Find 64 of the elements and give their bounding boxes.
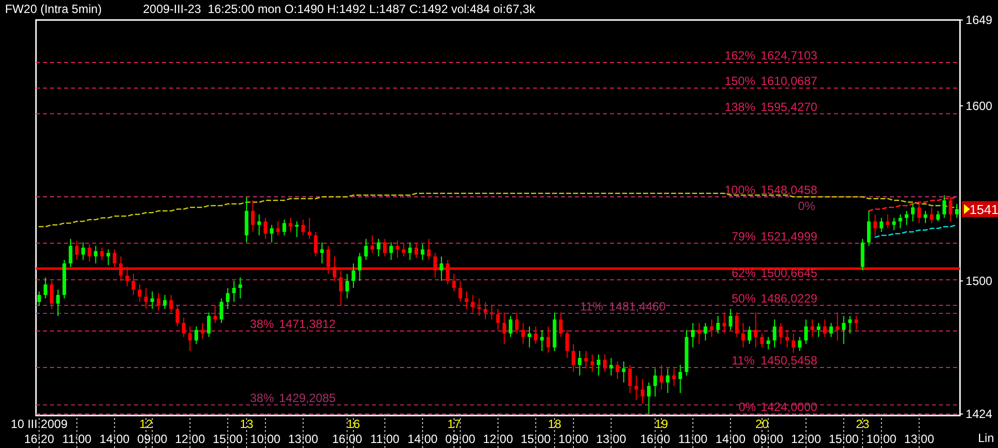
x-tick-label: 09:00	[753, 432, 784, 446]
x-tick-label: 15:00	[520, 432, 552, 446]
ref-line-label: 1610,0687	[760, 74, 818, 88]
annotation: 138%	[724, 100, 756, 114]
x-tick-label: 16:00	[332, 432, 362, 446]
x-tick-label: 14:00	[408, 432, 438, 446]
y-tick-label: 1600	[966, 98, 993, 113]
annotation: 150%	[724, 74, 756, 88]
x-tick-label: 16	[346, 417, 360, 431]
x-tick-label: 14:00	[100, 432, 130, 446]
annotation: 0%	[798, 198, 816, 213]
ref-line-label: 1521,4999	[760, 229, 818, 244]
annotation: 0%	[738, 400, 756, 414]
annotation: 100%	[724, 182, 756, 197]
y-tick-label: 1424	[966, 407, 993, 421]
ref-line-label: 1429,2085	[279, 390, 336, 405]
annotation: 11%	[580, 299, 604, 314]
x-tick-label: 11:00	[370, 432, 400, 446]
annotation: 62%	[732, 266, 756, 280]
x-tick-label: 18	[548, 417, 562, 431]
x-tick-label: 12:00	[482, 432, 514, 446]
ref-line-label: 1481,4460	[609, 299, 666, 314]
ref-line-label: 1500,6645	[760, 266, 818, 280]
chart-subtitle: 2009-III-23 16:25:00 mon O:1490 H:1492 L:1487 C:1492 vol:484 oi:67,3k	[143, 2, 536, 16]
text: Lin	[978, 431, 994, 445]
text: 1541	[970, 202, 998, 218]
x-tick-label: 12:00	[174, 432, 206, 446]
x-tick-label: 19	[654, 417, 668, 431]
ref-line-label: 1486,0229	[760, 291, 818, 306]
ref-line-label: 1595,4270	[760, 100, 818, 114]
x-tick-label: 13:00	[288, 432, 318, 446]
x-tick-label: 23	[856, 417, 870, 431]
x-tick-label: 13:00	[596, 432, 626, 446]
chart-title: FW20 (Intra 5min)	[5, 2, 102, 16]
x-tick-label: 11:00	[678, 432, 708, 446]
ref-line-label: 1624,7103	[760, 48, 818, 63]
annotation: 38%	[250, 317, 274, 332]
x-tick-label: 15:00	[828, 432, 860, 446]
annotation: 38%	[250, 390, 274, 405]
x-tick-label: 15:00	[212, 432, 244, 446]
x-tick-label: 09:00	[137, 432, 168, 446]
x-tick-label: 09:00	[445, 432, 476, 446]
x-tick-label: 10:00	[250, 432, 281, 446]
y-tick-label: 1649	[966, 13, 993, 27]
x-tick-label: 11:00	[62, 432, 92, 446]
ref-line-label: 1424,0000	[760, 400, 818, 414]
x-tick-label: 14:00	[716, 432, 746, 446]
ref-line-label: 1471,3812	[279, 317, 336, 332]
x-tick-label: 12	[139, 417, 153, 431]
x-tick-label: 13	[240, 417, 254, 431]
annotation: 79%	[732, 229, 756, 244]
x-tick-label: 10:00	[866, 432, 897, 446]
ref-line-label: 1548,0458	[760, 182, 818, 197]
annotation: 50%	[732, 291, 756, 306]
x-tick-label: 20	[755, 417, 769, 431]
x-tick-label: 13:00	[904, 432, 934, 446]
y-tick-label: 1500	[966, 274, 993, 288]
x-tick-label: 10:00	[558, 432, 589, 446]
x-tick-label: 12:00	[790, 432, 822, 446]
ref-line-label: 1450,5458	[760, 354, 818, 368]
annotation: 11%	[732, 354, 756, 368]
annotation: 162%	[724, 48, 756, 63]
x-tick-label: 17	[447, 417, 461, 431]
x-tick-label: 16:00	[640, 432, 670, 446]
